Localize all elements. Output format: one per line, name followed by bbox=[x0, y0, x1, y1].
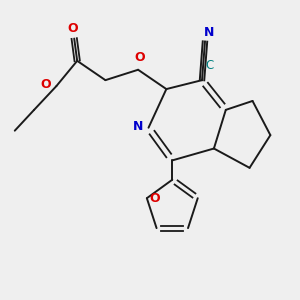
Text: O: O bbox=[150, 192, 160, 205]
Text: O: O bbox=[68, 22, 78, 35]
Text: N: N bbox=[133, 120, 143, 133]
Text: O: O bbox=[40, 78, 51, 91]
Text: O: O bbox=[134, 51, 145, 64]
Text: N: N bbox=[204, 26, 214, 38]
Text: C: C bbox=[206, 59, 214, 72]
